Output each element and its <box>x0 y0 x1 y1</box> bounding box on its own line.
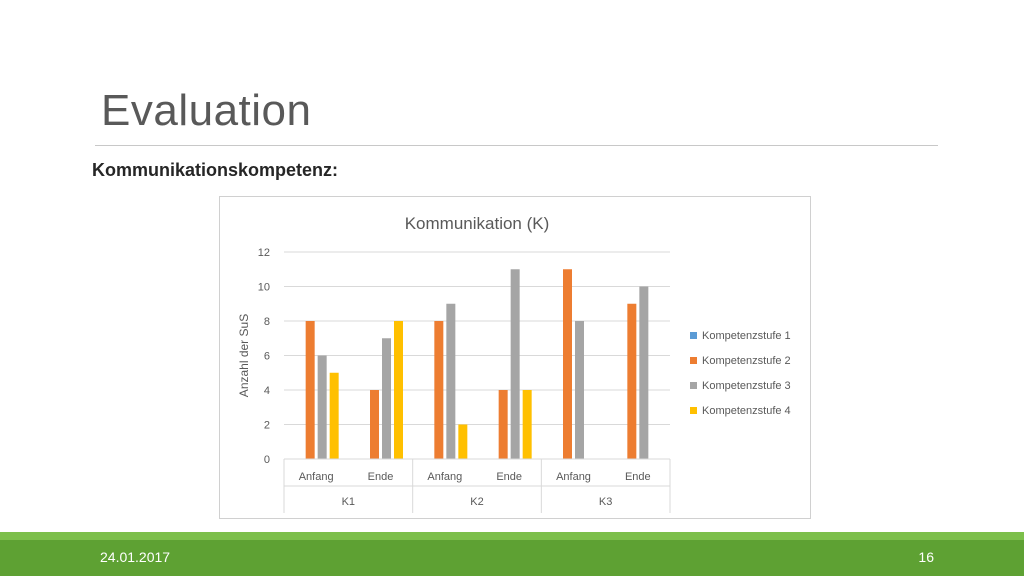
legend-label: Kompetenzstufe 1 <box>702 330 791 342</box>
slide-subtitle: Kommunikationskompetenz: <box>92 160 339 180</box>
legend-label: Kompetenzstufe 4 <box>702 405 791 417</box>
bar-chart: Kommunikation (K) 0 2 4 6 8 10 12 Anzahl der SuS… <box>237 214 791 513</box>
chart-title: Kommunikation (K) <box>405 214 550 233</box>
footer-accent-band <box>0 532 1024 540</box>
bar-kompetenzstufe-3 <box>382 338 391 459</box>
bar-kompetenzstufe-2 <box>370 390 379 459</box>
x-tick-label: Ende <box>496 471 522 483</box>
legend-swatch <box>690 407 697 414</box>
legend-label: Kompetenzstufe 3 <box>702 380 791 392</box>
slide-title: Evaluation <box>101 86 312 135</box>
bar-kompetenzstufe-2 <box>498 390 508 459</box>
x-tick-label: Anfang <box>299 471 334 483</box>
bar-kompetenzstufe-3 <box>510 269 520 459</box>
bar-kompetenzstufe-4 <box>522 390 532 459</box>
bar-kompetenzstufe-4 <box>329 372 339 459</box>
chart-container: Kommunikation (K) 0 2 4 6 8 10 12 Anzahl der SuS… <box>219 196 811 519</box>
x-tick-label: Anfang <box>556 471 591 483</box>
x-tick-label: Anfang <box>427 471 462 483</box>
bar-kompetenzstufe-2 <box>305 321 315 459</box>
title-divider <box>95 145 938 146</box>
bar-kompetenzstufe-3 <box>575 321 584 459</box>
y-tick-label: 2 <box>264 420 270 432</box>
legend-swatch <box>690 382 697 389</box>
bar-kompetenzstufe-4 <box>394 321 403 459</box>
footer-date: 24.01.2017 <box>100 549 171 565</box>
x-tick-label: Ende <box>625 471 651 483</box>
group-label: K3 <box>599 496 612 508</box>
group-label: K2 <box>470 496 483 508</box>
bar-kompetenzstufe-3 <box>317 355 327 459</box>
y-tick-label: 10 <box>258 282 270 294</box>
legend-label: Kompetenzstufe 2 <box>702 355 791 367</box>
y-axis-label: Anzahl der SuS <box>237 314 251 397</box>
y-tick-label: 12 <box>258 247 270 259</box>
footer-band <box>0 540 1024 576</box>
y-tick-label: 6 <box>264 351 270 363</box>
x-tick-label: Ende <box>368 471 394 483</box>
group-label: K1 <box>342 496 355 508</box>
bar-kompetenzstufe-2 <box>627 303 637 459</box>
footer-page-number: 16 <box>918 549 934 565</box>
bar-kompetenzstufe-3 <box>446 303 456 459</box>
bar-kompetenzstufe-3 <box>639 286 649 459</box>
legend-swatch <box>690 357 697 364</box>
y-tick-label: 0 <box>264 454 270 466</box>
y-tick-label: 4 <box>264 385 270 397</box>
bar-kompetenzstufe-4 <box>458 424 468 459</box>
bar-kompetenzstufe-2 <box>434 321 444 459</box>
bar-kompetenzstufe-2 <box>563 269 572 459</box>
legend-swatch <box>690 332 697 339</box>
y-tick-label: 8 <box>264 316 270 328</box>
